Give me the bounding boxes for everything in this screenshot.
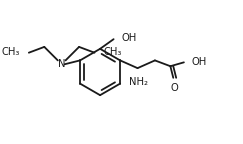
Text: NH₂: NH₂ — [129, 77, 148, 87]
Text: CH₃: CH₃ — [103, 47, 122, 57]
Text: O: O — [170, 83, 178, 93]
Text: N: N — [58, 59, 65, 69]
Text: OH: OH — [192, 57, 207, 67]
Text: OH: OH — [121, 33, 137, 43]
Text: CH₃: CH₃ — [2, 47, 20, 57]
